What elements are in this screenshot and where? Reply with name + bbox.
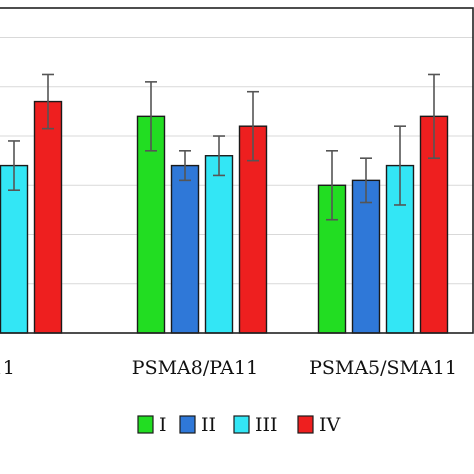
gridlines — [0, 37, 473, 285]
legend-swatch-i — [137, 415, 154, 434]
legend-label-iv: IV — [319, 414, 341, 436]
legend-swatch-ii — [179, 415, 196, 434]
legend-label-ii: II — [201, 414, 216, 436]
bars — [0, 73, 449, 334]
category-label: PSMA5/SMA11 — [309, 357, 457, 379]
category-label: S/SMA11 — [0, 357, 15, 379]
bar-iii-0 — [0, 164, 29, 334]
bar-iv-0 — [33, 100, 63, 334]
bar-ii-1 — [170, 164, 200, 334]
category-label: PSMA8/PA11 — [132, 357, 258, 379]
legend-label-i: I — [159, 414, 167, 436]
legend-swatch-iv — [297, 415, 314, 434]
legend-label-iii: III — [255, 414, 278, 436]
x-axis-labels: S/SMA11 PSMA8/PA11 PSMA5/SMA11 — [0, 357, 457, 379]
plot-border — [0, 7, 474, 334]
bar-iii-1 — [204, 155, 234, 334]
legend: I II III IV — [137, 414, 341, 436]
legend-swatch-iii — [233, 415, 250, 434]
